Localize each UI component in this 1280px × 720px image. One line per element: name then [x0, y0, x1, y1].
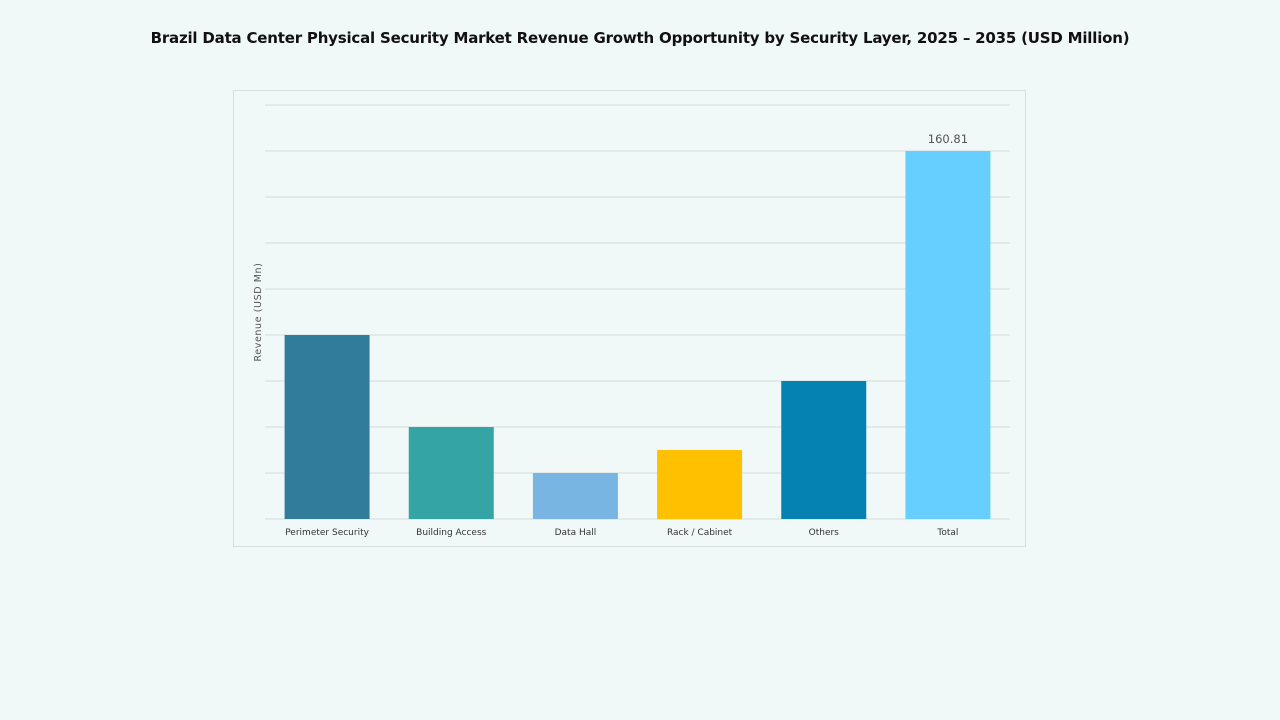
bar: [905, 150, 991, 519]
chart-title: Brazil Data Center Physical Security Mar…: [150, 29, 1130, 47]
bar: [284, 335, 370, 519]
x-tick-label: Rack / Cabinet: [667, 528, 733, 538]
bar: [781, 381, 867, 519]
data-label: 160.81: [928, 132, 968, 146]
bar: [657, 450, 743, 519]
x-tick-label: Data Hall: [555, 528, 597, 538]
x-tick-label: Perimeter Security: [285, 528, 369, 538]
y-axis-label: Revenue (USD Mn): [253, 263, 264, 362]
bar: [408, 427, 494, 519]
x-tick-label: Total: [936, 528, 958, 538]
x-tick-label: Others: [809, 528, 840, 538]
x-tick-label: Building Access: [416, 528, 486, 538]
bar: [532, 473, 618, 519]
